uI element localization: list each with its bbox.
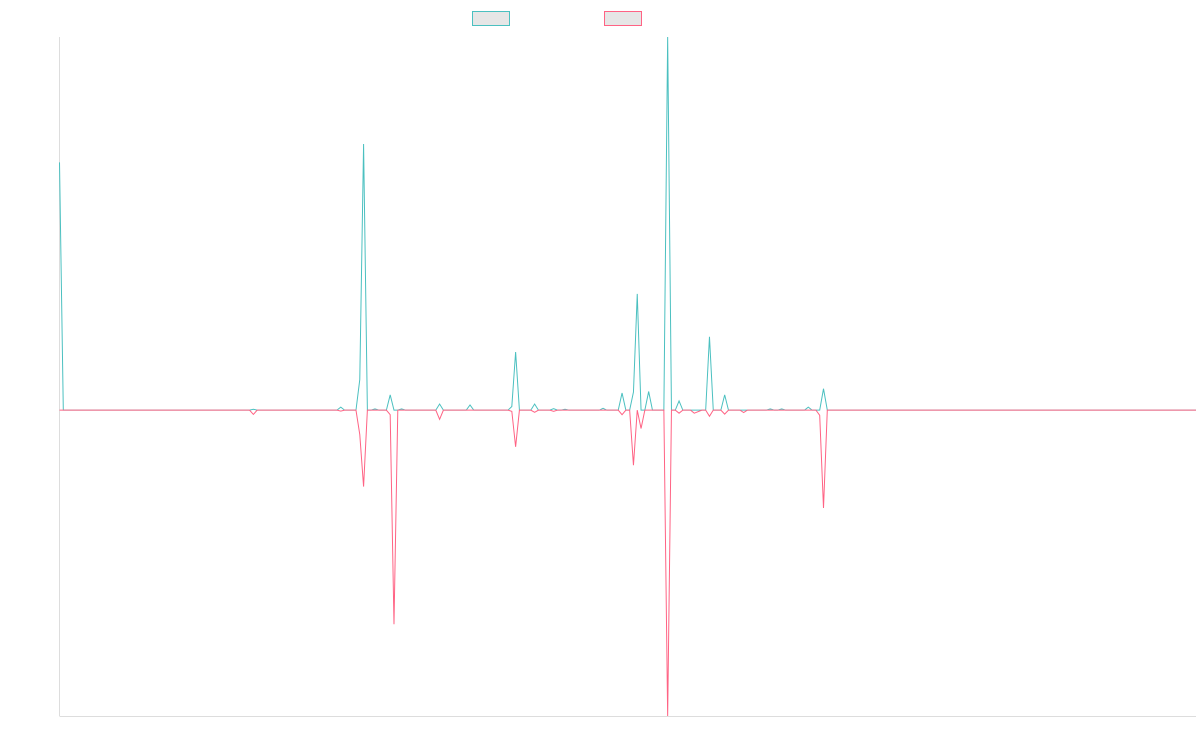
legend bbox=[0, 9, 1200, 27]
legend-swatch-series-1 bbox=[472, 10, 510, 26]
series-line-1 bbox=[59, 36, 1196, 411]
series-layer bbox=[59, 36, 1196, 717]
legend-swatch-series-2 bbox=[604, 10, 642, 26]
series-line-2 bbox=[59, 409, 1196, 717]
legend-item-series-1[interactable] bbox=[472, 9, 516, 27]
legend-item-series-2[interactable] bbox=[604, 9, 648, 27]
